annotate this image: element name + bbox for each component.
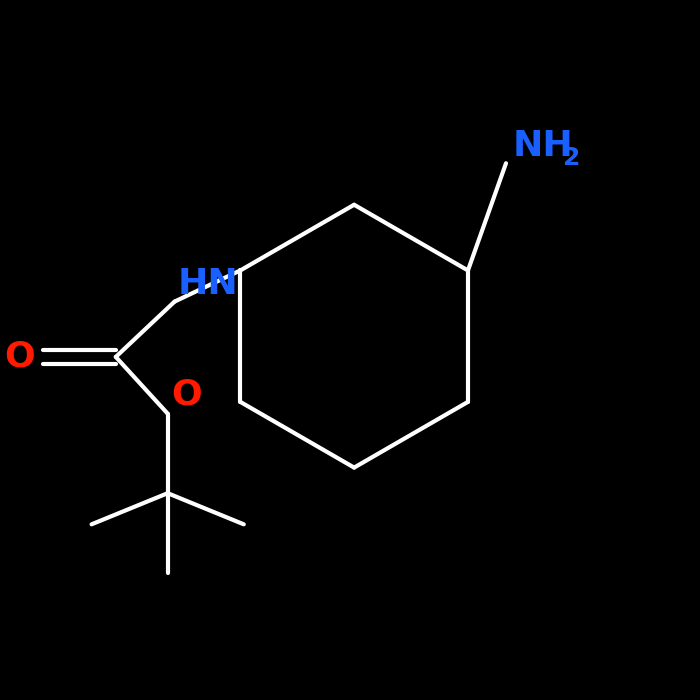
Text: 2: 2: [563, 146, 580, 170]
Text: O: O: [172, 377, 202, 412]
Text: NH: NH: [513, 129, 574, 163]
Text: O: O: [4, 340, 35, 374]
Text: HN: HN: [178, 267, 239, 301]
